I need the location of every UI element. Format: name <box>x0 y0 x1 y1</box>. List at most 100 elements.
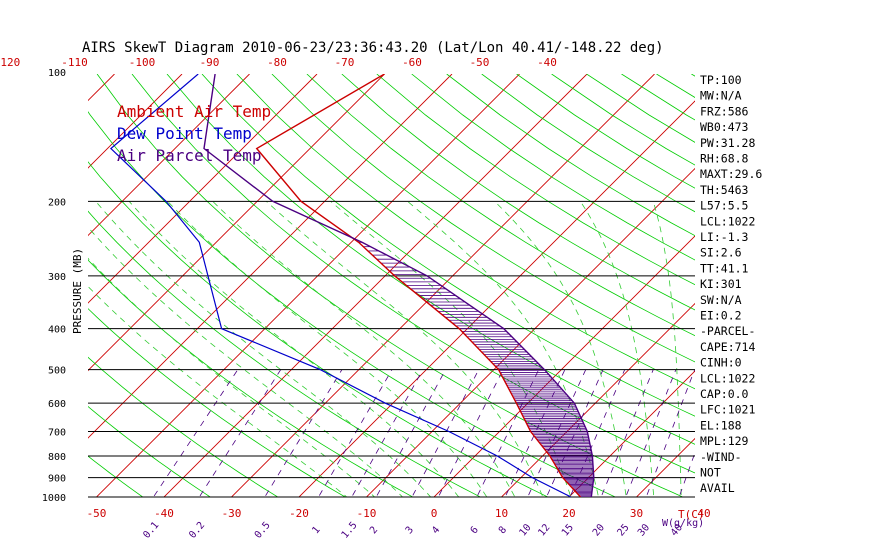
top-temp-tick-label: -70 <box>335 56 355 69</box>
dry-adiabat-line <box>88 455 144 497</box>
mixing-ratio-tick-label: 30 <box>636 522 652 538</box>
dry-adiabat-line <box>88 210 482 497</box>
stability-index: LCL:1022 <box>700 371 755 385</box>
mixing-ratio-line <box>375 369 446 497</box>
stability-index: PW:31.28 <box>700 136 755 150</box>
stability-index: FRZ:586 <box>700 104 749 118</box>
top-temp-tick-label: -60 <box>402 56 422 69</box>
mixing-ratio-line <box>437 369 504 497</box>
dry-adiabat-line <box>96 74 684 497</box>
mixing-ratio-line <box>504 369 566 497</box>
mixing-ratio-tick-label: 8 <box>497 525 509 537</box>
bottom-temp-tick-label: -30 <box>222 507 242 520</box>
isotherm-line <box>88 74 250 237</box>
bottom-temp-tick-label: -20 <box>289 507 309 520</box>
pressure-tick-label: 200 <box>48 197 66 208</box>
pressure-tick-label: 700 <box>48 427 66 438</box>
mixing-ratio-tick-label: 4 <box>430 525 442 537</box>
ambient-temp-line <box>255 74 582 497</box>
moist-adiabat-line <box>88 226 404 497</box>
bottom-temp-tick-label: -10 <box>357 507 377 520</box>
isotherm-line <box>230 74 655 497</box>
pressure-axis: 100 200 300 400 500 600 700 800 900 1000 <box>42 68 66 504</box>
mixing-ratio-tick-label: 0.5 <box>253 520 273 541</box>
chart-title: AIRS SkewT Diagram 2010-06-23/23:36:43.2… <box>82 40 664 56</box>
mixing-ratio-tick-label: 15 <box>560 522 576 538</box>
mixing-ratio-line <box>645 369 695 497</box>
bottom-temp-tick-label: 40 <box>697 507 710 520</box>
mixing-ratio-tick-label: 1.5 <box>340 520 360 541</box>
moist-adiabat-line <box>167 201 488 497</box>
mixing-ratio-tick-label: 20 <box>591 522 607 538</box>
mixing-ratio-tick-label: 25 <box>616 522 632 538</box>
dry-adiabat-line <box>88 405 211 497</box>
pressure-tick-label: 1000 <box>42 493 66 504</box>
legend-entry: Ambient Air Temp <box>117 102 271 121</box>
isotherm-line <box>298 100 695 497</box>
pressure-tick-label: 300 <box>48 272 66 283</box>
mixing-ratio-tick-label: 0.2 <box>187 520 207 541</box>
stability-index: L57:5.5 <box>700 199 748 213</box>
stability-index: NOT <box>700 466 721 480</box>
moist-adiabat-line <box>407 200 599 497</box>
isotherm-line <box>500 302 695 497</box>
top-temp-tick-label: -120 <box>0 56 20 69</box>
bottom-temp-tick-label: 30 <box>630 507 643 520</box>
pressure-tick-label: 800 <box>48 452 66 463</box>
stability-index: MPL:129 <box>700 434 749 448</box>
stability-index: LI:-1.3 <box>700 230 749 244</box>
dry-adiabat-line <box>236 74 695 390</box>
bottom-temp-tick-label: -40 <box>154 507 174 520</box>
top-temp-tick-label: -100 <box>129 56 156 69</box>
isotherm-line <box>365 167 695 497</box>
mixing-ratio-line <box>625 369 677 497</box>
dew-point-line <box>110 74 572 497</box>
moist-adiabat-line <box>88 257 376 497</box>
chart-grid <box>88 74 870 506</box>
stability-index: TP:100 <box>700 73 742 87</box>
stability-index: AVAIL <box>700 481 735 495</box>
top-temp-tick-label: -40 <box>537 56 557 69</box>
stability-index: CAPE:714 <box>700 340 755 354</box>
isotherm-line <box>88 74 115 102</box>
pressure-tick-label: 600 <box>48 399 66 410</box>
mixing-ratio-line <box>600 369 654 497</box>
stability-index: RH:68.8 <box>700 152 749 166</box>
mixing-ratio-line <box>678 451 695 497</box>
mixing-ratio-line <box>152 369 239 497</box>
isotherm-line <box>433 235 695 497</box>
moist-adiabat-line <box>88 285 348 497</box>
moist-adiabat-line <box>580 201 655 497</box>
dry-adiabat-line <box>481 74 695 213</box>
stability-index: SW:N/A <box>700 293 742 307</box>
stability-index: MAXT:29.6 <box>700 167 762 181</box>
stability-index: MW:N/A <box>700 89 742 103</box>
moist-adiabat-line <box>266 201 544 497</box>
mixing-ratio-line <box>318 369 393 497</box>
isotherm-line <box>88 74 183 169</box>
bottom-temp-tick-label: 0 <box>431 507 438 520</box>
top-temp-tick-label: -50 <box>470 56 490 69</box>
parcel-temp-line <box>203 74 595 497</box>
mixing-ratio-tick-label: 6 <box>469 525 481 537</box>
stability-index: LCL:1022 <box>700 214 755 228</box>
dry-adiabat-line <box>516 74 695 189</box>
stability-index: WB0:473 <box>700 120 749 134</box>
stability-index: LFC:1021 <box>700 403 755 417</box>
mixing-ratio-tick-label: 3 <box>404 525 416 537</box>
dry-adiabat-line <box>761 74 870 506</box>
dry-adiabat-line <box>88 259 414 497</box>
isotherm-line <box>830 74 870 506</box>
mixing-ratio-line <box>351 369 424 497</box>
dry-adiabat-line <box>166 74 695 445</box>
dry-adiabat-line <box>201 74 695 417</box>
bottom-temp-tick-label: -50 <box>87 507 107 520</box>
pressure-tick-label: 500 <box>48 366 66 377</box>
bottom-temp-tick-label: 20 <box>562 507 575 520</box>
dry-adiabat-line <box>376 74 695 286</box>
mixing-ratio-tick-label: 1 <box>310 525 322 537</box>
mixing-ratio-line <box>411 369 480 497</box>
moist-adiabat-line <box>652 201 682 497</box>
pressure-tick-label: 400 <box>48 325 66 336</box>
